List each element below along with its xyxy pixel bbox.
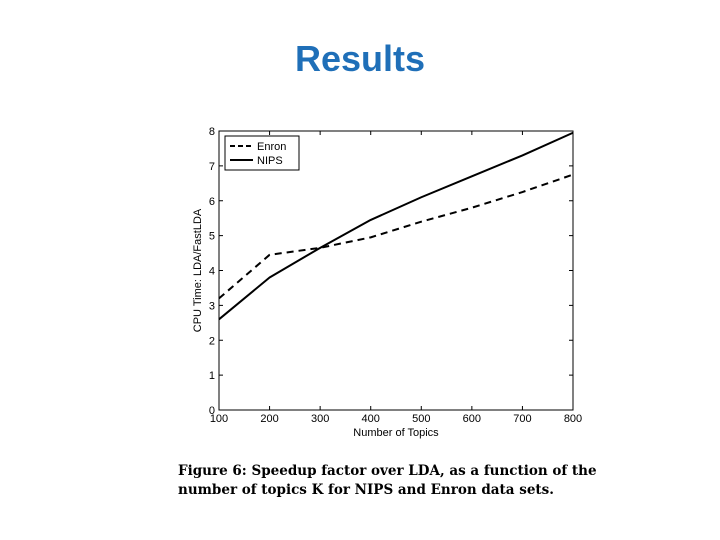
x-tick-label: 700 xyxy=(513,413,531,425)
slide-title: Results xyxy=(294,38,426,79)
legend-label-enron: Enron xyxy=(257,141,286,153)
y-tick-label: 0 xyxy=(209,405,215,417)
y-tick-label: 8 xyxy=(209,126,215,138)
y-tick-label: 2 xyxy=(209,335,215,347)
x-tick-label: 200 xyxy=(260,413,278,425)
x-tick-label: 400 xyxy=(362,413,380,425)
x-tick-label: 100 xyxy=(210,413,228,425)
series-line-nips xyxy=(218,131,574,321)
figure-caption: Figure 6: Speedup factor over LDA, as a … xyxy=(178,463,597,498)
series-line-enron xyxy=(218,173,574,300)
x-tick-label: 500 xyxy=(412,413,430,425)
y-tick-label: 1 xyxy=(209,370,215,382)
plot-area xyxy=(218,130,574,411)
y-tick-label: 7 xyxy=(209,161,215,173)
x-axis-label: Number of Topics xyxy=(353,427,439,439)
y-tick-label: 6 xyxy=(209,196,215,208)
y-tick-label: 5 xyxy=(209,231,215,243)
legend-box xyxy=(224,135,300,171)
y-tick-label: 4 xyxy=(209,266,215,278)
x-tick-label: 300 xyxy=(311,413,329,425)
x-tick-label: 800 xyxy=(564,413,582,425)
legend-label-nips: NIPS xyxy=(257,155,283,167)
y-tick-label: 3 xyxy=(209,300,215,312)
x-tick-label: 600 xyxy=(463,413,481,425)
y-axis-label: CPU Time: LDA/FastLDA xyxy=(192,208,204,332)
